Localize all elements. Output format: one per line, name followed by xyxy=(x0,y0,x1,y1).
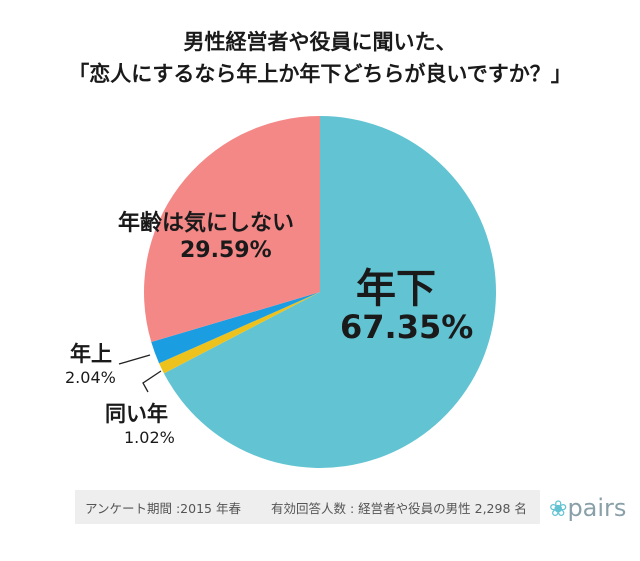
slice-value-same-age: 1.02% xyxy=(124,428,175,447)
slice-label-no-matter: 年齢は気にしない xyxy=(118,211,295,236)
footer-bar: アンケート期間 :2015 年春 有効回答人数 : 経営者や役員の男性 2,29… xyxy=(75,490,540,524)
pie-slice-no-matter xyxy=(143,116,320,343)
chart-title-line2: 「恋人にするなら年上か年下どちらが良いですか？」 xyxy=(68,62,572,86)
slice-label-same-age: 同い年 xyxy=(105,402,168,426)
slice-value-no-matter: 29.59% xyxy=(180,238,272,263)
slice-label-younger: 年下 xyxy=(356,266,436,312)
leader-line-same-age xyxy=(142,370,162,393)
slice-value-younger: 67.35% xyxy=(340,308,474,346)
slice-label-older: 年上 xyxy=(70,342,112,366)
pie-slice-older xyxy=(151,292,320,364)
pie-slice-same-age xyxy=(159,292,320,374)
chart-title-line1: 男性経営者や役員に聞いた、 xyxy=(183,30,457,54)
leader-line-older xyxy=(118,354,151,365)
slice-value-older: 2.04% xyxy=(65,368,116,387)
pairs-logo-text: pairs xyxy=(567,494,627,522)
pairs-logo: ❀pairs xyxy=(549,494,626,522)
respondent-count: 有効回答人数 : 経営者や役員の男性 2,298 名 xyxy=(270,500,527,516)
survey-period: アンケート期間 :2015 年春 xyxy=(85,500,241,516)
pie-slice-younger xyxy=(163,116,497,468)
pairs-logo-icon: ❀ xyxy=(549,497,568,522)
